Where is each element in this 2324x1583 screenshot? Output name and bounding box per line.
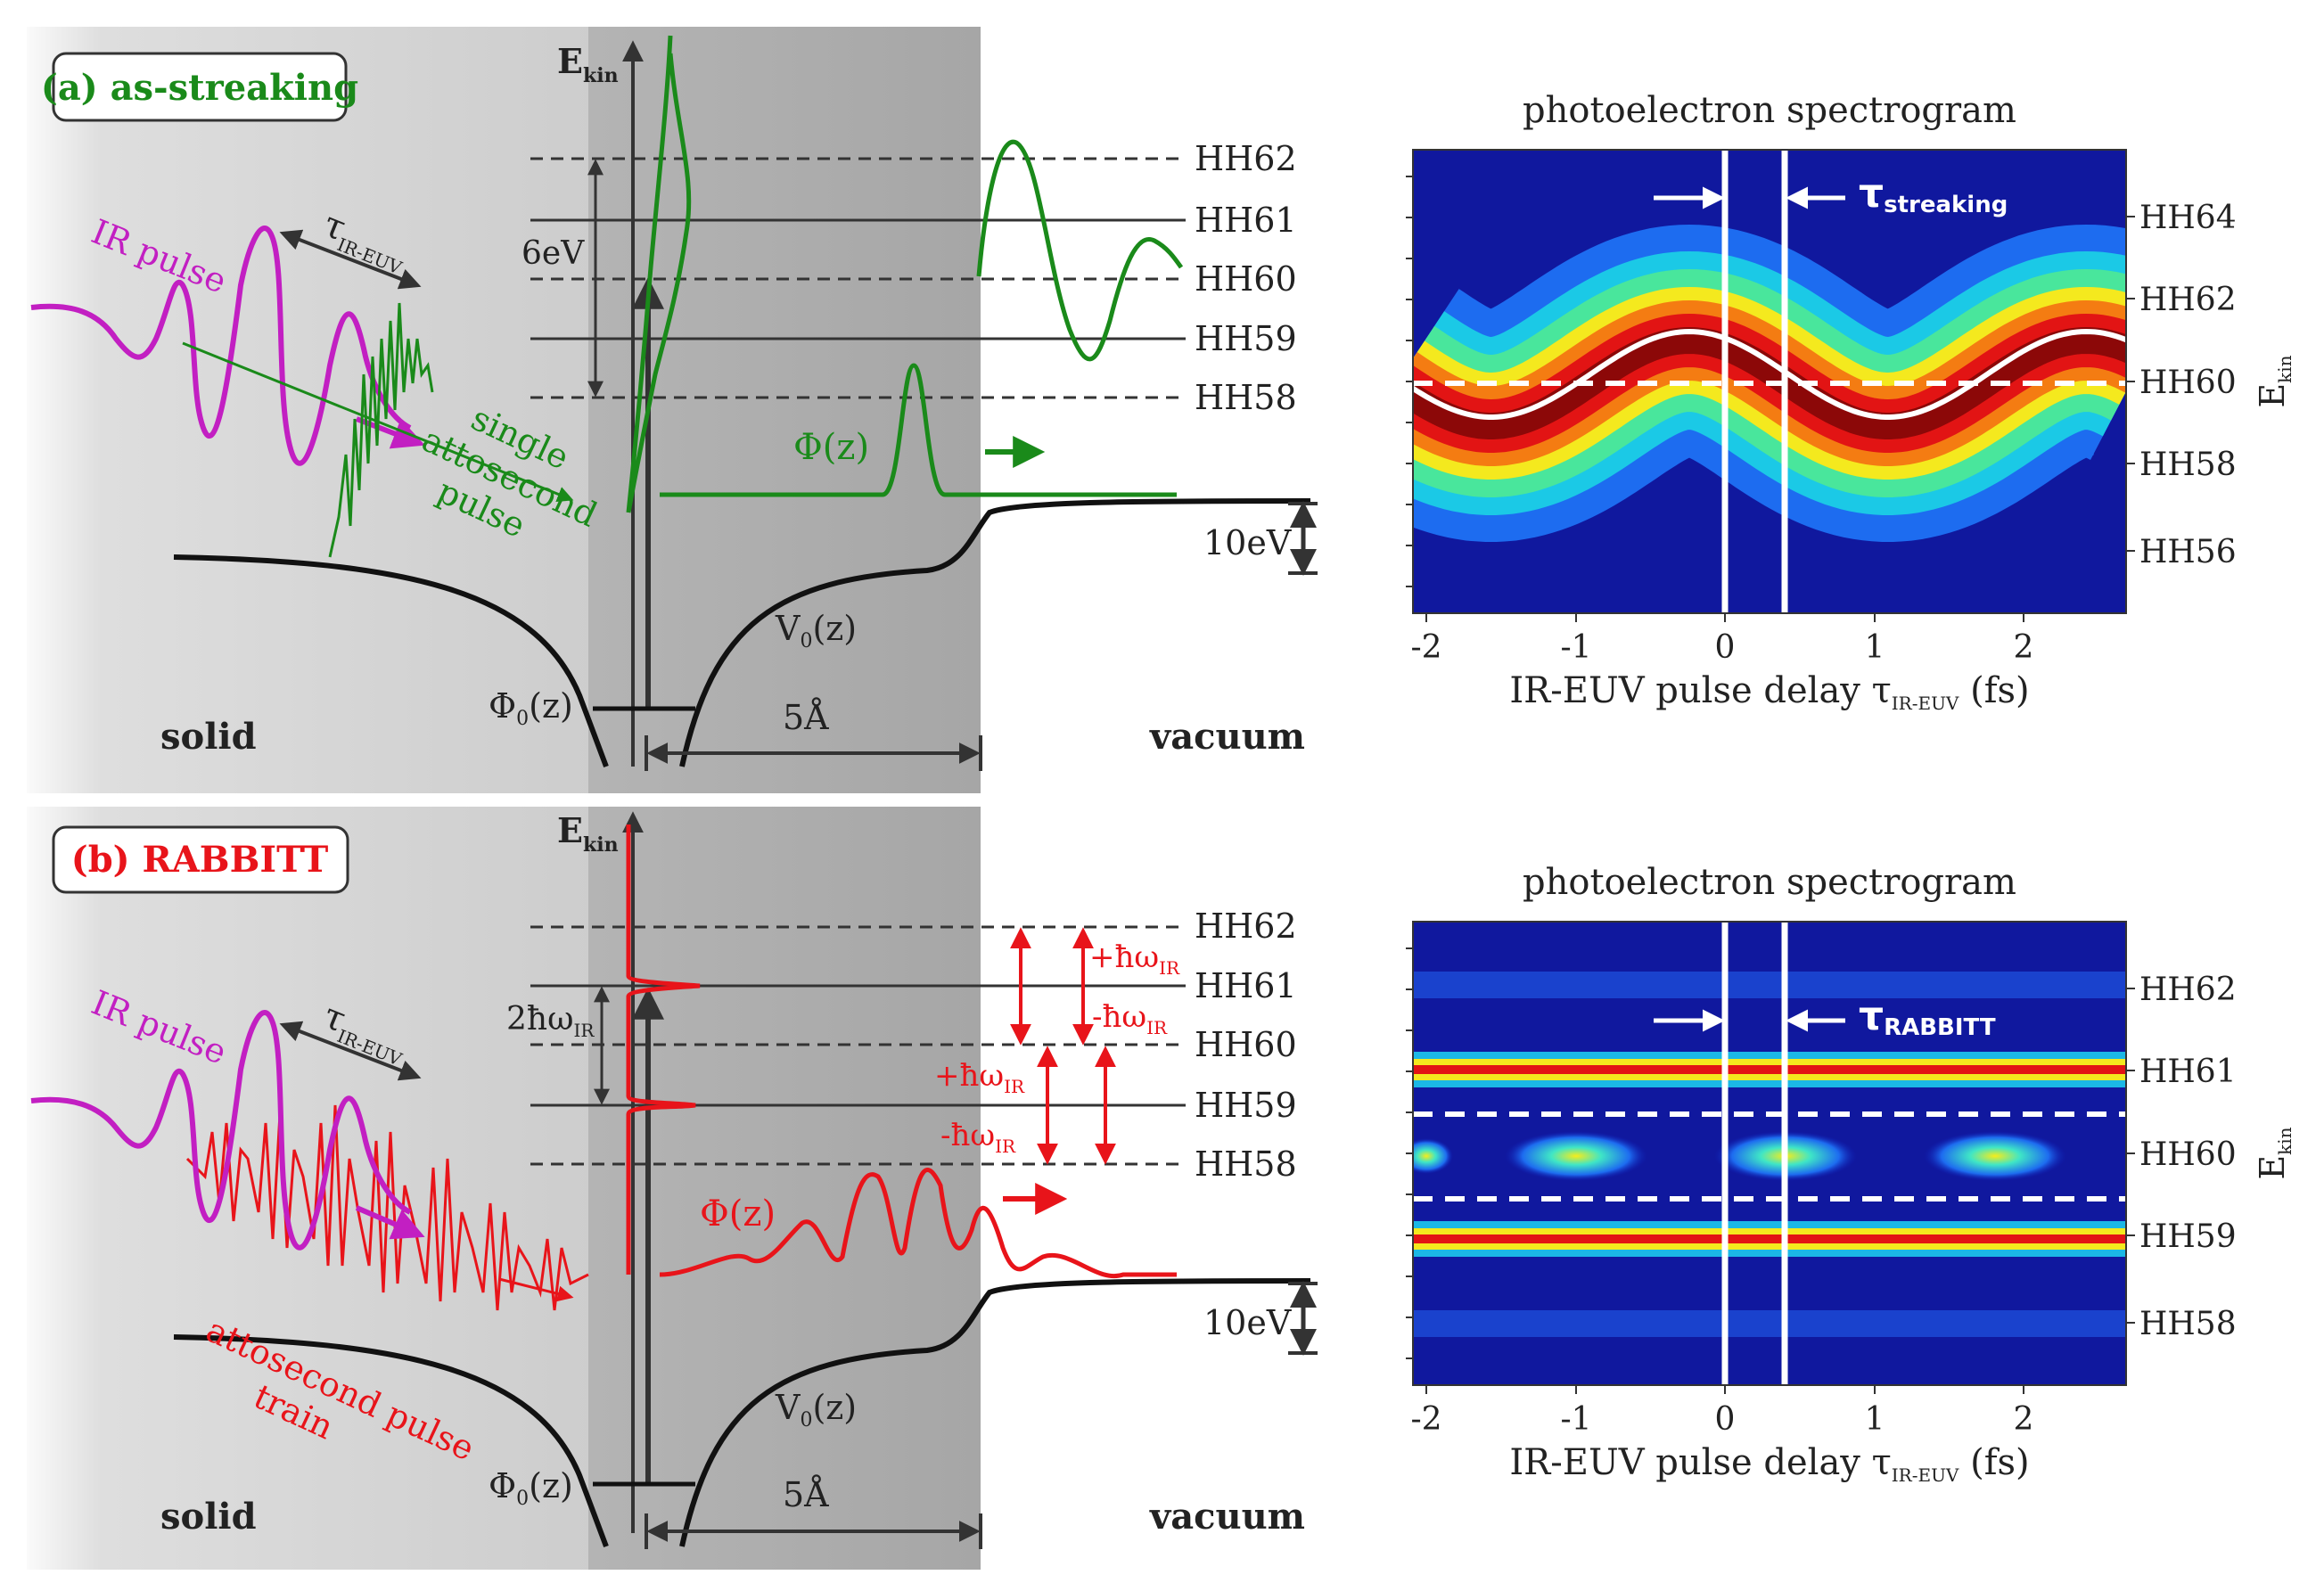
y-tick-label: HH59: [2139, 1218, 2237, 1255]
panel-tag: (a) as-streaking: [41, 67, 358, 109]
attosecond-pulse-train: [185, 1104, 589, 1311]
spectrogram-streaking: photoelectron spectrogram τstreaking -2-…: [1406, 90, 2295, 714]
panel-tag: (b) RABBITT: [71, 839, 329, 881]
transition-label: -ħωIR: [1092, 999, 1168, 1038]
spectrogram-rabbitt: photoelectron spectrogram τRABBITT -2 -1 0…: [1406, 862, 2295, 1486]
transition-label: +ħωIR: [1089, 939, 1180, 979]
y-tick-label: HH60: [2139, 365, 2237, 401]
solid-label: solid: [160, 1496, 257, 1538]
axes: -2 -1 0 1 2 HH62 HH61 HH60 HH59 HH58 IR-EUV pulse …: [1406, 947, 2295, 1486]
ir-direction-arrow: [355, 1205, 425, 1240]
harmonic-comb-spectrum: [626, 824, 701, 1275]
spectrogram-title: photoelectron spectrogram: [1523, 90, 2016, 131]
rabbitt-trace: [1413, 972, 2126, 1337]
y-tick-label: HH62: [2139, 282, 2237, 318]
five-angstrom-label: 5Å: [783, 698, 829, 737]
surface-region: [588, 27, 981, 793]
y-tick-label: HH58: [2139, 447, 2237, 483]
streaking-center-curve: [1413, 328, 2126, 420]
solid-region: [27, 27, 651, 793]
y-axis-label: Ekin: [2253, 355, 2295, 407]
x-tick-label: -2: [1410, 1401, 1441, 1438]
harmonic-label: HH62: [1195, 906, 1297, 946]
y-tick-label: HH56: [2139, 534, 2237, 570]
x-tick-label: 1: [1865, 1401, 1885, 1438]
gap-label: 2ħωIR: [506, 1001, 595, 1041]
y-axis-label: Ekin: [2253, 1127, 2295, 1179]
x-tick-label: 2: [2014, 629, 2034, 666]
potential-curve: [173, 1278, 1311, 1548]
x-tick-label: 0: [1715, 629, 1736, 666]
attosecond-propagation-line: [182, 341, 574, 502]
x-tick-label: -1: [1560, 1401, 1591, 1438]
potential-curve: [173, 498, 1311, 768]
vacuum-label: vacuum: [1149, 1496, 1305, 1538]
gap-label: 6eV: [521, 235, 585, 272]
transition-label: +ħωIR: [934, 1058, 1025, 1097]
y-tick-label: HH61: [2139, 1054, 2237, 1090]
ekin-axis-label: Ekin: [557, 810, 619, 857]
transition-label: -ħωIR: [940, 1118, 1016, 1157]
vacuum-label: vacuum: [1149, 716, 1305, 758]
harmonic-label: HH61: [1195, 201, 1297, 240]
streaking-band: [1413, 326, 2126, 439]
wavepacket: [660, 363, 1177, 497]
harmonic-label: HH62: [1195, 139, 1297, 178]
panel-tag-box: [52, 825, 349, 894]
v0-label: V0(z): [775, 609, 857, 652]
x-tick-label: 2: [2014, 1401, 2034, 1438]
tau-arrow: [279, 1021, 422, 1081]
y-tick-label: HH58: [2139, 1306, 2237, 1342]
tau-rabbitt-label: τRABBITT: [1859, 994, 1996, 1041]
pulse-train-direction-arrow: [498, 1277, 574, 1302]
streaking-trace: [1413, 224, 2126, 542]
harmonic-label: HH58: [1195, 1144, 1297, 1184]
x-tick-label: 0: [1715, 1401, 1736, 1438]
harmonic-label: HH60: [1195, 1025, 1297, 1064]
x-tick-label: -1: [1560, 629, 1591, 666]
panel-as-streaking: (a) as-streaking Ekin HH62 HH61 HH60 HH5…: [27, 27, 1318, 793]
ten-ev-label: 10eV: [1203, 1303, 1292, 1342]
panel-tag-box: [52, 52, 348, 122]
harmonic-label: HH59: [1195, 1086, 1297, 1125]
five-angstrom-label: 5Å: [783, 1475, 829, 1514]
axes: -2 -1 0 1 2 HH64 HH62 HH60 HH58 HH56 IR-EUV pulse …: [1406, 176, 2295, 714]
attosecond-spectrum: [626, 35, 692, 513]
panel-rabbitt: (b) RABBITT Ekin HH62 HH61 HH60 HH59 HH5…: [27, 807, 1318, 1570]
x-axis-label: IR-EUV pulse delay τIR-EUV (fs): [1509, 670, 2029, 714]
ekin-axis-label: Ekin: [557, 41, 619, 87]
y-tick-label: HH60: [2139, 1136, 2237, 1173]
attosecond-pulse: [328, 302, 434, 558]
phi-label: Φ(z): [700, 1193, 776, 1234]
x-axis-label: IR-EUV pulse delay τIR-EUV (fs): [1509, 1442, 2029, 1486]
phi0-label: Φ0(z): [489, 686, 573, 730]
phi0-label: Φ0(z): [489, 1466, 573, 1510]
harmonic-label: HH61: [1195, 966, 1297, 1005]
harmonic-label: HH59: [1195, 319, 1297, 358]
ir-field-vacuum: [976, 139, 1184, 362]
wavepacket: [659, 1168, 1177, 1279]
spectrogram-title: photoelectron spectrogram: [1523, 862, 2016, 903]
harmonic-label: HH58: [1195, 378, 1297, 417]
ten-ev-label: 10eV: [1203, 523, 1292, 562]
ir-pulse: [30, 1010, 412, 1251]
harmonic-label: HH60: [1195, 259, 1297, 299]
phi-label: Φ(z): [793, 427, 869, 468]
y-tick-label: HH64: [2139, 200, 2237, 236]
y-tick-label: HH62: [2139, 972, 2237, 1008]
v0-label: V0(z): [775, 1388, 857, 1431]
solid-label: solid: [160, 716, 257, 758]
x-tick-label: 1: [1865, 629, 1885, 666]
tau-streaking-label: τstreaking: [1859, 171, 2008, 218]
x-tick-label: -2: [1410, 629, 1441, 666]
tau-arrow: [279, 229, 422, 290]
ir-pulse: [30, 226, 412, 466]
